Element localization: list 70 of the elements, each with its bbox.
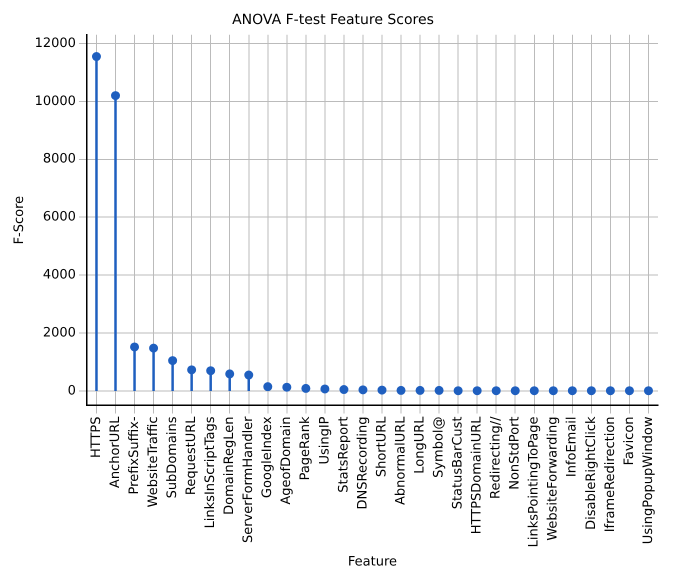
y-tick-label: 10000 <box>34 94 76 109</box>
x-tick-label: Symbol@ <box>431 416 446 478</box>
point <box>434 386 444 395</box>
point <box>644 386 653 396</box>
x-tick-label: LongURL <box>412 416 428 474</box>
y-tick-label: 2000 <box>42 325 76 340</box>
point <box>472 386 482 396</box>
x-tick-label: ServerFormHandler <box>241 416 256 544</box>
point <box>548 386 558 396</box>
point <box>282 382 292 392</box>
point <box>586 386 596 396</box>
x-tick-label: RequestURL <box>184 416 200 496</box>
x-tick-label: NonStdPort <box>508 416 523 490</box>
point <box>244 370 254 380</box>
point <box>358 385 368 394</box>
x-tick-label: ShortURL <box>374 416 390 478</box>
x-tick-label: WebsiteTraffic <box>146 416 161 508</box>
x-tick-label: PrefixSuffix- <box>126 416 142 494</box>
point <box>263 382 272 392</box>
x-tick-label: LinksPointingToPage <box>526 416 542 548</box>
point <box>377 386 386 395</box>
point <box>416 386 425 395</box>
point <box>187 365 196 374</box>
point <box>339 385 348 394</box>
x-tick-label: Favicon <box>622 416 637 466</box>
x-tick-label: GoogleIndex <box>260 416 276 498</box>
x-tick-label: AbnormalURL <box>393 416 408 505</box>
x-tick-label: InfoEmail <box>564 416 580 478</box>
x-tick-label: StatusBarCust <box>450 416 466 510</box>
point <box>111 91 120 100</box>
x-tick-label: DomainRegLen <box>222 416 238 515</box>
point <box>492 386 501 396</box>
x-tick-label: DisableRightClick <box>584 416 599 530</box>
x-tick-label: PageRank <box>298 416 314 480</box>
x-tick-label: WebsiteForwarding <box>546 416 561 541</box>
x-tick-label: StatsReport <box>336 416 352 493</box>
x-tick-label: HTTPSDomainURL <box>470 416 485 534</box>
point <box>454 386 463 396</box>
point <box>530 386 539 396</box>
x-tick-label: LinksInScriptTags <box>203 416 218 528</box>
point <box>606 386 615 396</box>
x-tick-label: Redirecting// <box>488 416 504 499</box>
point <box>510 386 520 396</box>
y-axis-title: F-Score <box>12 196 28 244</box>
point <box>149 344 158 353</box>
x-tick-label: UsingPopupWindow <box>640 416 656 544</box>
x-tick-label: HTTPS <box>88 416 104 458</box>
point <box>624 386 634 396</box>
y-tick-label: 4000 <box>42 268 76 283</box>
y-tick-label: 0 <box>68 383 76 398</box>
x-axis-title: Feature <box>348 554 398 570</box>
point <box>225 369 234 378</box>
x-tick-label: DNSRecording <box>355 416 370 510</box>
y-tick-label: 12000 <box>34 36 76 51</box>
x-tick-label: UsingIP <box>317 416 332 465</box>
point <box>396 386 406 395</box>
point <box>320 384 330 394</box>
chart-title: ANOVA F-test Feature Scores <box>232 12 434 28</box>
x-tick-label: AgeofDomain <box>279 416 294 505</box>
x-tick-label: IframeRedirection <box>602 416 618 532</box>
point <box>206 366 216 376</box>
point <box>130 342 140 352</box>
point <box>92 52 101 62</box>
point <box>568 386 577 396</box>
y-tick-label: 8000 <box>42 152 76 167</box>
point <box>301 384 310 393</box>
x-tick-label: AnchorURL <box>108 416 123 488</box>
x-tick-label: SubDomains <box>164 416 180 498</box>
y-tick-label: 6000 <box>42 210 76 225</box>
point <box>168 356 178 366</box>
